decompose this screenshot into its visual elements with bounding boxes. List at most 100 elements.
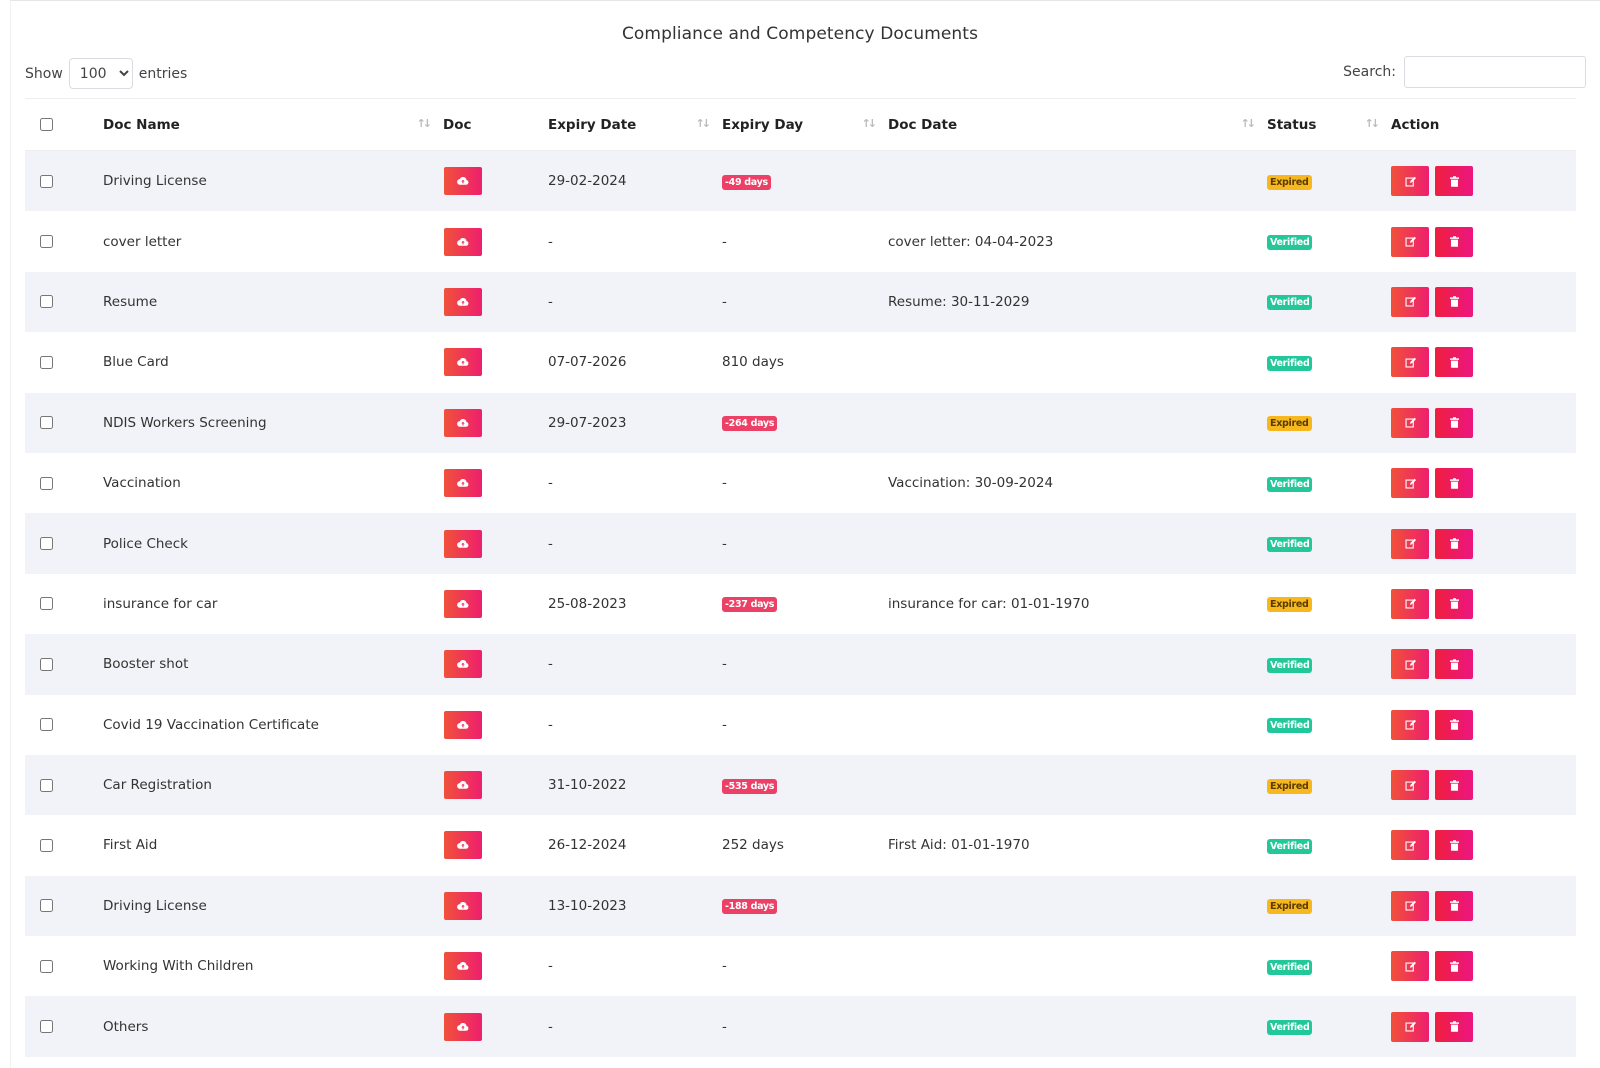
cloud-upload-icon[interactable] bbox=[444, 408, 482, 437]
doc-date-cell bbox=[888, 936, 1267, 996]
header-expiry-date[interactable]: Expiry Date ↑↓ bbox=[548, 98, 722, 151]
row-checkbox[interactable] bbox=[40, 295, 53, 309]
edit-icon bbox=[1404, 719, 1416, 730]
edit-icon bbox=[1404, 296, 1416, 307]
expiry-day-cell: -188 days bbox=[722, 875, 888, 937]
sort-icon[interactable]: ↑↓ bbox=[1364, 117, 1381, 130]
delete-button[interactable] bbox=[1435, 166, 1473, 197]
select-all-checkbox[interactable] bbox=[40, 118, 53, 131]
expiry-date-cell: - bbox=[548, 695, 722, 755]
doc-date-cell bbox=[888, 634, 1267, 695]
cloud-upload-icon[interactable] bbox=[444, 650, 482, 679]
sort-icon[interactable]: ↑↓ bbox=[695, 117, 712, 130]
edit-button[interactable] bbox=[1391, 890, 1429, 921]
expiry-day-text: - bbox=[722, 716, 727, 733]
cloud-upload-icon[interactable] bbox=[444, 1012, 482, 1041]
delete-button[interactable] bbox=[1435, 226, 1473, 257]
row-checkbox[interactable] bbox=[40, 959, 53, 973]
edit-button[interactable] bbox=[1391, 770, 1429, 801]
row-checkbox[interactable] bbox=[40, 838, 53, 852]
delete-button[interactable] bbox=[1435, 770, 1473, 801]
edit-icon bbox=[1404, 1021, 1416, 1032]
edit-button[interactable] bbox=[1391, 407, 1429, 438]
table-row: Driving License 13-10-2023 -188 days Expire… bbox=[25, 875, 1576, 937]
doc-name: Covid 19 Vaccination Certificate bbox=[103, 716, 319, 733]
action-cell bbox=[1391, 453, 1576, 513]
sort-icon[interactable]: ↑↓ bbox=[861, 117, 878, 130]
header-expiry-day[interactable]: Expiry Day ↑↓ bbox=[722, 98, 888, 151]
cloud-upload-icon[interactable] bbox=[444, 529, 482, 558]
header-status[interactable]: Status ↑↓ bbox=[1267, 98, 1391, 151]
edit-button[interactable] bbox=[1391, 830, 1429, 861]
edit-button[interactable] bbox=[1391, 709, 1429, 740]
action-cell bbox=[1391, 695, 1576, 755]
cloud-upload-icon[interactable] bbox=[444, 831, 482, 860]
edit-button[interactable] bbox=[1391, 226, 1429, 257]
cloud-upload-icon[interactable] bbox=[444, 589, 482, 618]
sort-icon[interactable]: ↑↓ bbox=[416, 117, 433, 130]
edit-icon bbox=[1404, 538, 1416, 549]
row-checkbox[interactable] bbox=[40, 899, 53, 913]
row-actions bbox=[1391, 830, 1576, 861]
action-cell bbox=[1391, 211, 1576, 271]
edit-button[interactable] bbox=[1391, 286, 1429, 317]
delete-button[interactable] bbox=[1435, 1011, 1473, 1042]
cloud-upload-icon[interactable] bbox=[444, 227, 482, 256]
cloud-upload-icon[interactable] bbox=[444, 287, 482, 316]
delete-button[interactable] bbox=[1435, 830, 1473, 861]
header-expiry-day-label: Expiry Day bbox=[722, 116, 804, 133]
expiry-date-cell: - bbox=[548, 996, 722, 1057]
edit-button[interactable] bbox=[1391, 588, 1429, 619]
expiry-date: 25-08-2023 bbox=[548, 595, 627, 612]
edit-button[interactable] bbox=[1391, 1011, 1429, 1042]
row-checkbox[interactable] bbox=[40, 174, 53, 188]
cloud-upload-icon[interactable] bbox=[444, 771, 482, 800]
edit-icon bbox=[1404, 659, 1416, 670]
expiry-day-cell: - bbox=[722, 453, 888, 513]
edit-button[interactable] bbox=[1391, 649, 1429, 680]
row-checkbox[interactable] bbox=[40, 597, 53, 611]
entries-select[interactable]: 100 bbox=[68, 58, 133, 89]
delete-button[interactable] bbox=[1435, 347, 1473, 378]
delete-button[interactable] bbox=[1435, 528, 1473, 559]
edit-button[interactable] bbox=[1391, 468, 1429, 499]
cloud-upload-icon[interactable] bbox=[444, 167, 482, 196]
expiry-date-cell: 25-08-2023 bbox=[548, 574, 722, 634]
search-input[interactable] bbox=[1404, 56, 1586, 88]
row-checkbox[interactable] bbox=[40, 778, 53, 792]
row-checkbox[interactable] bbox=[40, 355, 53, 369]
expiry-day-badge: -264 days bbox=[722, 416, 778, 432]
delete-button[interactable] bbox=[1435, 588, 1473, 619]
row-actions bbox=[1391, 407, 1576, 438]
row-checkbox[interactable] bbox=[40, 657, 53, 671]
expiry-date-cell: 31-10-2022 bbox=[548, 754, 722, 816]
delete-button[interactable] bbox=[1435, 951, 1473, 982]
delete-button[interactable] bbox=[1435, 890, 1473, 921]
cloud-upload-icon[interactable] bbox=[444, 348, 482, 377]
status-cell: Verified bbox=[1267, 815, 1391, 875]
sort-icon[interactable]: ↑↓ bbox=[1240, 117, 1257, 130]
action-cell bbox=[1391, 634, 1576, 695]
edit-button[interactable] bbox=[1391, 166, 1429, 197]
header-doc-name[interactable]: Doc Name ↑↓ bbox=[103, 98, 443, 151]
row-checkbox[interactable] bbox=[40, 235, 53, 249]
delete-button[interactable] bbox=[1435, 407, 1473, 438]
row-checkbox[interactable] bbox=[40, 718, 53, 732]
status-badge: Verified bbox=[1267, 1020, 1313, 1036]
row-checkbox[interactable] bbox=[40, 1020, 53, 1034]
cloud-upload-icon[interactable] bbox=[444, 469, 482, 498]
cloud-upload-icon[interactable] bbox=[444, 891, 482, 920]
header-doc-date[interactable]: Doc Date ↑↓ bbox=[888, 98, 1267, 151]
edit-button[interactable] bbox=[1391, 528, 1429, 559]
cloud-upload-icon[interactable] bbox=[444, 952, 482, 981]
edit-button[interactable] bbox=[1391, 347, 1429, 378]
delete-button[interactable] bbox=[1435, 649, 1473, 680]
row-checkbox[interactable] bbox=[40, 476, 53, 490]
cloud-upload-icon[interactable] bbox=[444, 710, 482, 739]
row-checkbox[interactable] bbox=[40, 416, 53, 430]
delete-button[interactable] bbox=[1435, 709, 1473, 740]
delete-button[interactable] bbox=[1435, 468, 1473, 499]
delete-button[interactable] bbox=[1435, 286, 1473, 317]
edit-button[interactable] bbox=[1391, 951, 1429, 982]
row-checkbox[interactable] bbox=[40, 537, 53, 551]
